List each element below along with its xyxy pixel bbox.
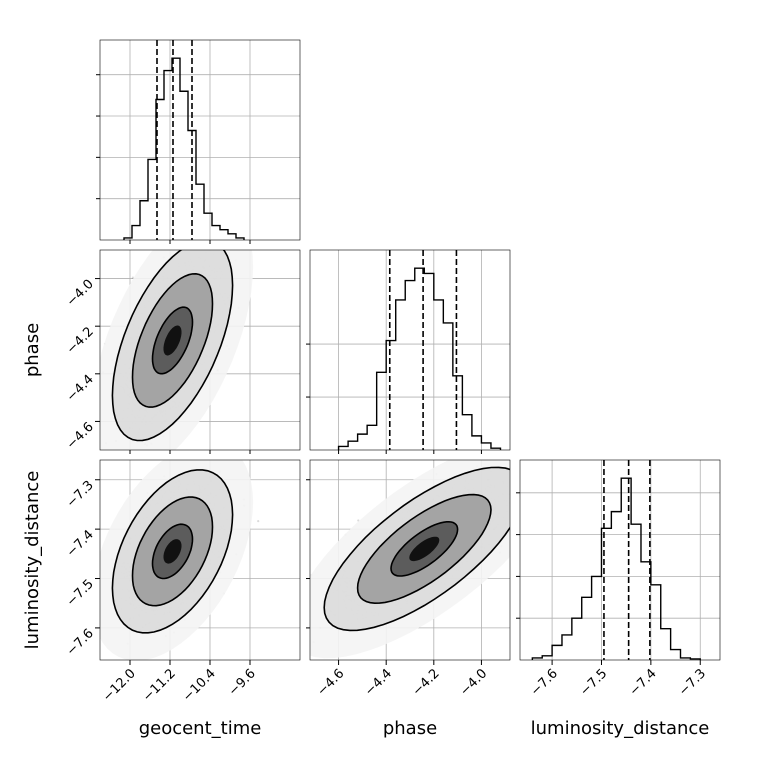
contour-line <box>323 466 510 632</box>
y-axis-label-phase: phase <box>22 323 43 377</box>
y-tick-label: −4.0 <box>64 277 97 310</box>
panel-frame <box>519 459 721 661</box>
y-tick-label: −4.4 <box>64 372 97 405</box>
x-tick-label: −10.4 <box>180 666 219 705</box>
x-tick-label: −9.6 <box>226 666 259 699</box>
panel-frame <box>99 459 301 661</box>
y-tick-label: −7.4 <box>64 527 97 560</box>
x-tick-label: −12.0 <box>100 666 139 705</box>
y-tick-label: −7.3 <box>64 478 97 511</box>
density-peak <box>409 536 440 562</box>
histogram-phase <box>306 249 511 451</box>
histogram-step <box>123 57 245 240</box>
histogram-geocent_time <box>96 39 301 241</box>
contour-line <box>111 250 234 442</box>
joint-geocent_time-luminosity_distance <box>99 459 301 661</box>
contour-line <box>151 306 194 375</box>
x-axis-label-geocent_time: geocent_time <box>139 718 262 739</box>
density-peak <box>163 539 182 564</box>
panel-frame <box>309 459 511 661</box>
y-axis-label-luminosity_distance: luminosity_distance <box>22 471 43 650</box>
contour-line <box>390 521 459 577</box>
x-tick-label: −4.2 <box>410 666 443 699</box>
y-tick-label: −7.6 <box>64 626 97 659</box>
x-axis-label-luminosity_distance: luminosity_distance <box>531 718 710 739</box>
density-peak <box>163 325 182 356</box>
x-tick-label: −4.0 <box>457 666 490 699</box>
histogram-luminosity_distance <box>516 459 721 661</box>
contour-line <box>131 272 214 408</box>
joint-geocent_time-phase <box>99 249 301 451</box>
histogram-step <box>337 267 502 450</box>
x-tick-label: −7.3 <box>676 666 709 699</box>
contour-line <box>111 469 234 634</box>
x-tick-label: −7.5 <box>577 666 610 699</box>
x-axis-label-phase: phase <box>383 718 437 739</box>
histogram-step <box>531 477 701 660</box>
panel-frame <box>99 39 301 241</box>
y-tick-label: −4.2 <box>64 324 97 357</box>
joint-phase-luminosity_distance <box>309 459 511 661</box>
x-tick-label: −11.2 <box>140 666 179 705</box>
panel-frame <box>99 249 301 451</box>
x-tick-label: −4.6 <box>314 666 347 699</box>
y-tick-label: −4.6 <box>64 420 97 453</box>
contour-line <box>151 523 194 580</box>
contour-line <box>131 496 214 607</box>
x-tick-label: −7.4 <box>627 666 660 699</box>
x-tick-label: −7.6 <box>528 666 561 699</box>
panel-frame <box>309 249 511 451</box>
contour-line <box>356 493 492 605</box>
x-tick-label: −4.4 <box>362 666 395 699</box>
y-tick-label: −7.5 <box>64 577 97 610</box>
